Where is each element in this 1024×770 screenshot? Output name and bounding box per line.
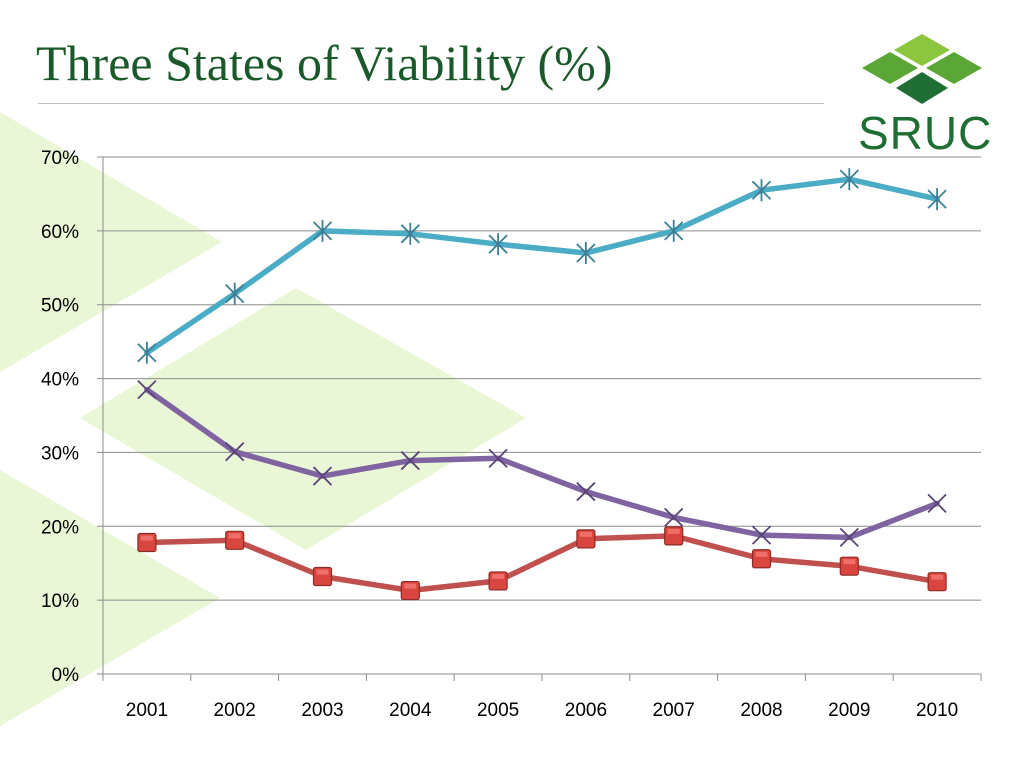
title-divider bbox=[38, 103, 824, 104]
x-tick-label: 2006 bbox=[565, 700, 607, 721]
data-point-marker bbox=[137, 341, 157, 364]
x-tick-label: 2010 bbox=[916, 700, 958, 721]
logo-diamond-top bbox=[894, 34, 950, 66]
tick-labels: 0% 10% 20% 30% 40% 50% 60% 70% 2001 2002 2003 2004 2… bbox=[41, 148, 958, 721]
logo-diamonds-icon bbox=[862, 34, 982, 104]
data-point-marker bbox=[664, 507, 684, 528]
marker-highlight bbox=[228, 533, 241, 539]
marker-stroke bbox=[576, 481, 596, 502]
data-point-marker bbox=[839, 527, 859, 548]
y-tick-label: 40% bbox=[41, 370, 79, 391]
y-tick-label: 20% bbox=[41, 517, 79, 538]
marker-stroke bbox=[927, 493, 947, 514]
marker-highlight bbox=[404, 583, 417, 589]
data-point-marker bbox=[137, 380, 157, 400]
data-point-marker bbox=[839, 168, 859, 191]
marker-highlight bbox=[579, 531, 592, 537]
x-tick-label: 2004 bbox=[389, 700, 432, 721]
y-tick-label: 60% bbox=[41, 222, 79, 243]
marker-highlight bbox=[843, 559, 856, 565]
marker-highlight bbox=[492, 573, 505, 579]
data-point-marker bbox=[225, 282, 245, 305]
y-tick-label: 70% bbox=[41, 148, 79, 169]
logo-diamond-bottom bbox=[896, 72, 948, 104]
data-point-marker bbox=[927, 493, 947, 514]
marker-stroke bbox=[312, 466, 333, 486]
series-line bbox=[144, 176, 940, 356]
marker-stroke bbox=[137, 380, 157, 400]
data-point-marker bbox=[312, 219, 333, 242]
marker-stroke bbox=[225, 442, 245, 462]
data-point-marker bbox=[576, 481, 596, 502]
decor-diamond-middle bbox=[80, 288, 526, 550]
marker-highlight bbox=[931, 574, 944, 580]
data-point-marker bbox=[927, 188, 947, 211]
y-tick-label: 30% bbox=[41, 443, 79, 464]
logo-diamond-right bbox=[926, 52, 982, 84]
decor-arrow-top bbox=[0, 112, 222, 372]
data-point-marker bbox=[664, 219, 684, 242]
data-point-marker bbox=[225, 442, 245, 462]
marker-stroke bbox=[488, 448, 508, 468]
y-tick-label: 0% bbox=[52, 665, 80, 686]
series-3 bbox=[137, 526, 947, 601]
marker-stroke bbox=[839, 527, 859, 548]
data-point-marker bbox=[488, 233, 508, 256]
marker-stroke bbox=[400, 450, 420, 471]
marker-highlight bbox=[316, 569, 329, 575]
x-tick-label: 2002 bbox=[214, 700, 256, 721]
marker-highlight bbox=[667, 528, 680, 534]
marker-stroke bbox=[664, 507, 684, 528]
data-point-marker bbox=[312, 466, 333, 486]
x-tick-label: 2001 bbox=[126, 700, 168, 721]
y-tick-label: 50% bbox=[41, 296, 79, 317]
logo-diamond-left bbox=[862, 52, 918, 84]
x-tick-label: 2009 bbox=[828, 700, 870, 721]
axes bbox=[97, 156, 982, 681]
y-tick-label: 10% bbox=[41, 591, 79, 612]
x-tick-label: 2003 bbox=[301, 700, 343, 721]
series-2 bbox=[137, 380, 947, 548]
slide-title: Three States of Viability (%) bbox=[36, 35, 613, 91]
series-line bbox=[144, 386, 940, 541]
x-tick-label: 2008 bbox=[740, 700, 782, 721]
x-tick-label: 2005 bbox=[477, 700, 519, 721]
gridlines bbox=[103, 156, 981, 601]
series-1 bbox=[137, 168, 947, 364]
data-point-marker bbox=[488, 448, 508, 468]
decor-arrow-bottom bbox=[0, 470, 220, 726]
marker-highlight bbox=[140, 535, 153, 541]
series-line bbox=[144, 533, 940, 594]
marker-highlight bbox=[755, 551, 768, 557]
data-point-marker bbox=[400, 450, 420, 471]
data-point-marker bbox=[751, 525, 772, 545]
data-point-marker bbox=[400, 222, 420, 245]
marker-stroke bbox=[751, 525, 772, 545]
data-point-marker bbox=[576, 242, 596, 265]
x-tick-label: 2007 bbox=[653, 700, 695, 721]
data-point-marker bbox=[751, 179, 772, 202]
series bbox=[137, 168, 947, 601]
logo-text: SRUC bbox=[858, 107, 993, 159]
